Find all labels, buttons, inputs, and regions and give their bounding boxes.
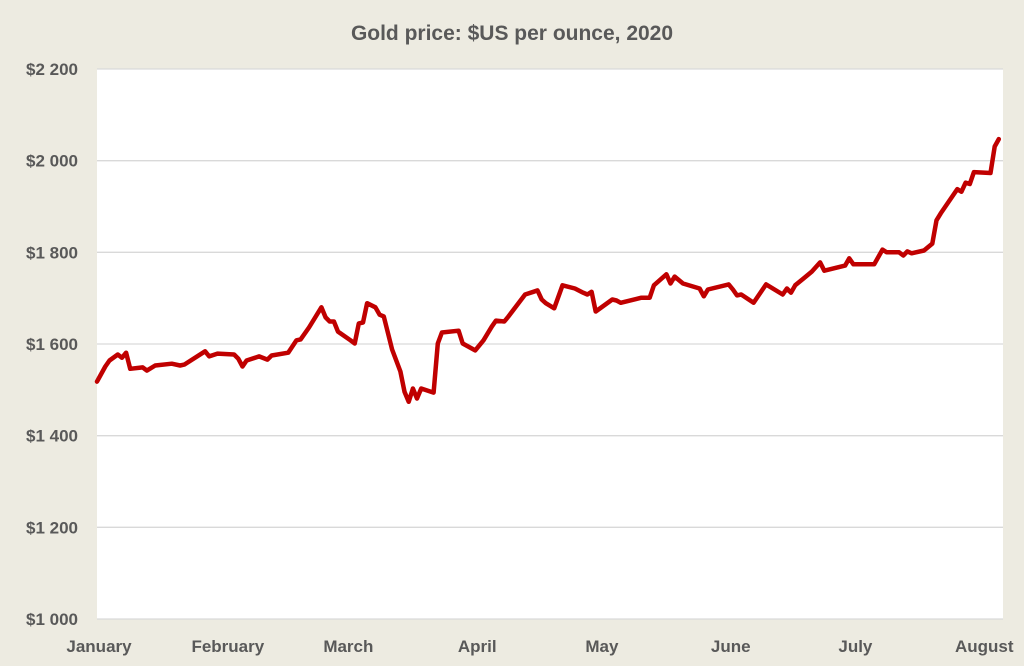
x-tick-label: May [585, 637, 619, 656]
y-tick-label: $2 000 [26, 152, 78, 171]
x-axis-tick-labels: January February March April May June July Augu… [66, 637, 1013, 656]
y-tick-label: $1 600 [26, 335, 78, 354]
chart-title: Gold price: $US per ounce, 2020 [351, 22, 673, 45]
x-tick-label: July [838, 637, 873, 656]
x-tick-label: March [323, 637, 373, 656]
y-tick-label: $2 200 [26, 60, 78, 79]
x-tick-label: February [191, 637, 264, 656]
y-axis-tick-labels: $1 000 $1 200 $1 400 $1 600 $1 800 $2 000 $2 2… [26, 60, 78, 629]
y-tick-label: $1 800 [26, 243, 78, 262]
gridlines [97, 68, 1003, 620]
y-tick-label: $1 400 [26, 427, 78, 446]
x-tick-label: June [711, 637, 751, 656]
x-tick-label: August [955, 637, 1014, 656]
series-layer [94, 136, 1002, 405]
y-tick-label: $1 200 [26, 518, 78, 537]
x-tick-label: April [458, 637, 497, 656]
gold-price-line [94, 136, 1002, 405]
y-tick-label: $1 000 [26, 610, 78, 629]
x-tick-label: January [66, 637, 132, 656]
